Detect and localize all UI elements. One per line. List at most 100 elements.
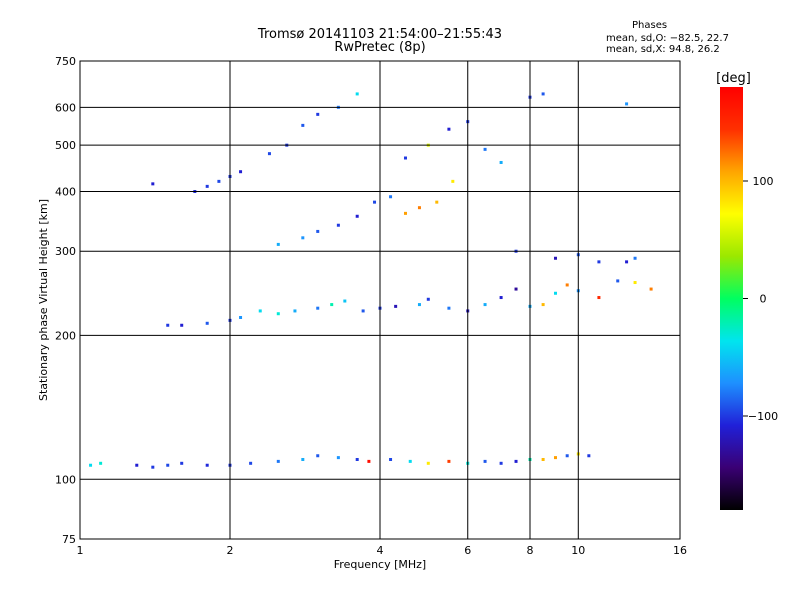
- data-point: [316, 229, 320, 233]
- data-point: [367, 459, 371, 463]
- colorbar-tick-label: 100: [753, 175, 774, 188]
- data-point: [135, 463, 139, 467]
- data-point: [239, 170, 243, 174]
- data-point: [633, 281, 637, 285]
- colorbar-unit-label: [deg]: [716, 71, 751, 86]
- colorbar-ticks: 100 0 −100: [743, 175, 778, 423]
- data-point: [316, 306, 320, 310]
- data-point: [276, 459, 280, 463]
- data-point: [151, 182, 155, 186]
- data-point: [389, 457, 393, 461]
- data-point: [426, 461, 430, 465]
- data-point: [403, 156, 407, 160]
- data-point: [151, 465, 155, 469]
- data-point: [499, 160, 503, 164]
- y-tick-label: 400: [55, 185, 76, 198]
- data-point: [483, 147, 487, 151]
- data-point: [514, 459, 518, 463]
- data-point: [336, 456, 340, 460]
- data-point: [316, 112, 320, 116]
- data-point: [389, 195, 393, 199]
- phase-stats-o: mean, sd,O: −82.5, 22.7: [606, 33, 729, 44]
- data-point: [633, 256, 637, 260]
- y-tick-label: 300: [55, 245, 76, 258]
- data-point: [587, 454, 591, 458]
- data-point: [301, 236, 305, 240]
- data-point: [417, 206, 421, 210]
- data-point: [343, 299, 347, 303]
- x-axis-ticks: 1 2 4 6 8 10 16: [77, 544, 688, 557]
- data-point: [435, 200, 439, 204]
- data-point: [565, 283, 569, 287]
- y-axis-ticks: 75 100 200 300 400 500 600 750: [55, 55, 76, 546]
- x-tick-label: 4: [377, 544, 384, 557]
- data-point: [597, 296, 601, 300]
- data-point: [330, 303, 334, 307]
- data-point: [249, 461, 253, 465]
- y-tick-label: 75: [62, 533, 76, 546]
- data-point: [336, 223, 340, 227]
- data-point: [355, 457, 359, 461]
- data-point: [541, 303, 545, 307]
- data-point: [301, 457, 305, 461]
- colorbar-tick-label: −100: [748, 410, 778, 423]
- data-point: [553, 256, 557, 260]
- data-point: [417, 303, 421, 307]
- y-tick-label: 200: [55, 329, 76, 342]
- gridlines: [80, 61, 680, 539]
- x-tick-label: 10: [571, 544, 585, 557]
- y-tick-label: 750: [55, 55, 76, 68]
- data-point: [483, 303, 487, 307]
- data-point: [373, 200, 377, 204]
- data-point: [616, 279, 620, 283]
- data-point: [180, 461, 184, 465]
- phase-colorbar: [720, 87, 743, 510]
- data-point: [205, 321, 209, 325]
- data-point: [239, 315, 243, 319]
- data-point: [293, 309, 297, 313]
- plot-frame: [79, 60, 681, 540]
- data-point: [258, 309, 262, 313]
- data-point: [361, 309, 365, 313]
- data-point: [451, 179, 455, 183]
- data-point: [408, 459, 412, 463]
- data-point: [166, 463, 170, 467]
- data-point: [597, 260, 601, 264]
- x-tick-label: 6: [464, 544, 471, 557]
- data-point: [499, 461, 503, 465]
- data-point: [267, 152, 271, 156]
- data-point: [166, 323, 170, 327]
- data-point: [89, 463, 93, 467]
- data-point: [565, 454, 569, 458]
- data-point: [217, 179, 221, 183]
- data-point: [541, 457, 545, 461]
- data-point: [301, 123, 305, 127]
- data-point: [625, 102, 629, 106]
- data-point: [447, 127, 451, 131]
- data-point: [205, 463, 209, 467]
- phase-stats-x: mean, sd,X: 94.8, 26.2: [606, 44, 720, 55]
- y-axis-label: Stationary phase Virtual Height [km]: [37, 199, 50, 401]
- data-point: [394, 304, 398, 308]
- data-point: [276, 312, 280, 316]
- colorbar-tick-label: 0: [760, 293, 767, 306]
- data-points: [89, 92, 653, 469]
- data-point: [625, 260, 629, 264]
- data-point: [355, 92, 359, 96]
- y-tick-label: 600: [55, 101, 76, 114]
- data-point: [180, 323, 184, 327]
- phase-stats-heading: Phases: [632, 20, 668, 31]
- data-point: [499, 296, 503, 300]
- data-point: [553, 456, 557, 460]
- data-point: [483, 459, 487, 463]
- chart-subtitle: RwPretec (8p): [334, 40, 426, 55]
- data-point: [447, 459, 451, 463]
- data-point: [355, 214, 359, 218]
- y-tick-label: 100: [55, 473, 76, 486]
- x-tick-label: 1: [77, 544, 84, 557]
- chart-title: Tromsø 20141103 21:54:00–21:55:43: [257, 27, 503, 42]
- y-tick-label: 500: [55, 139, 76, 152]
- data-point: [276, 242, 280, 246]
- x-tick-label: 8: [527, 544, 534, 557]
- data-point: [447, 306, 451, 310]
